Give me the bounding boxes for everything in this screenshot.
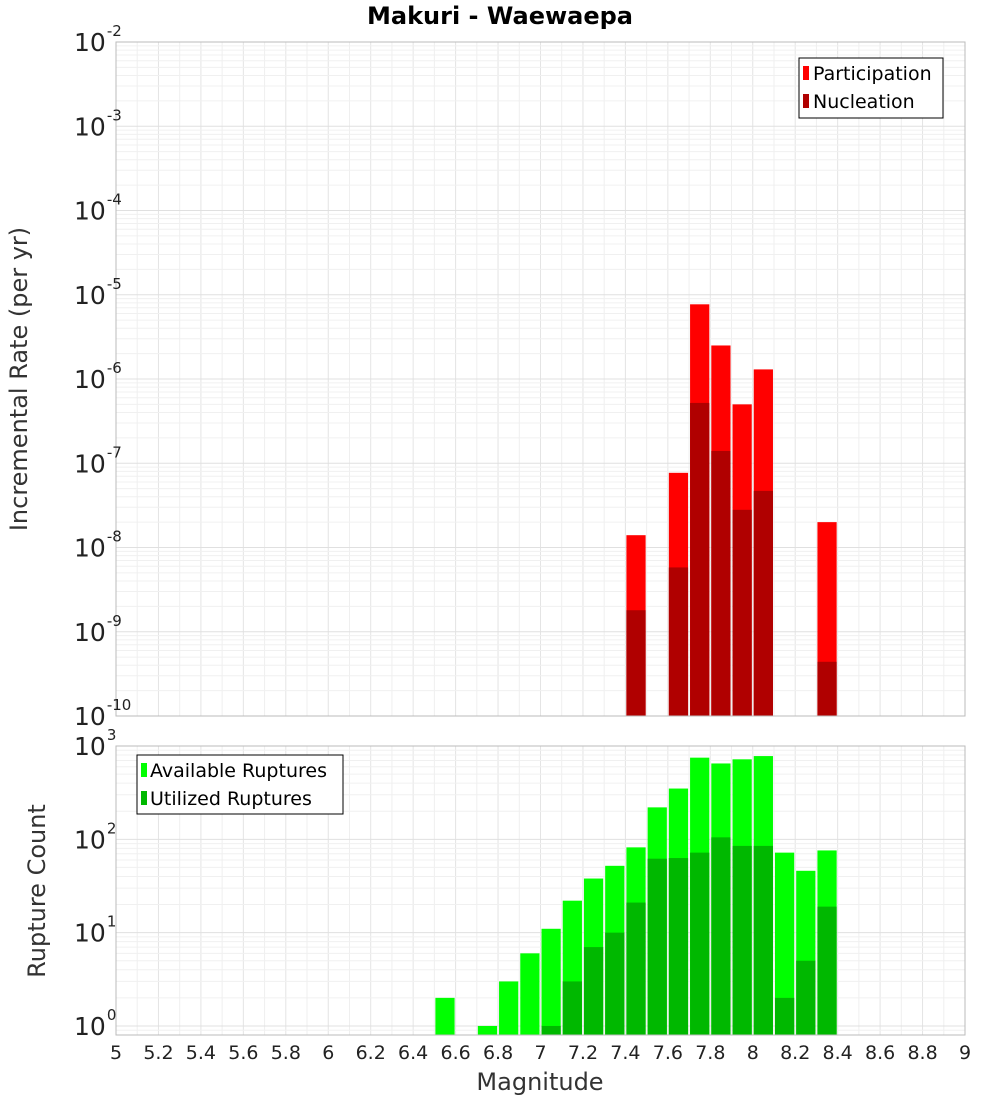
count-bar-utilized-ruptures-7.75: [690, 852, 710, 1035]
count-plot-border: [115, 745, 966, 1036]
rate-bar-nucleation-7.45: [626, 610, 646, 716]
count-bar-utilized-ruptures-7.25: [583, 947, 604, 1035]
rate-bar-nucleation-8.35: [817, 661, 837, 716]
rate-y-tick--2: 10-2: [74, 22, 122, 57]
count-legend-box: [136, 754, 344, 815]
count-bar-available-ruptures-6.85: [499, 981, 519, 1035]
count-y-tick-1: 101: [74, 913, 116, 948]
x-tick-label-8.6: 8.6: [865, 1042, 895, 1064]
count-bar-utilized-ruptures-7.65: [668, 858, 689, 1035]
x-tick-label-7: 7: [534, 1042, 546, 1064]
rate-panel: 10-2 10-3 10-4 10-5 10-6 10-7 10-8 10-9 10-10 In…: [5, 22, 966, 731]
x-tick-label-8.8: 8.8: [907, 1042, 937, 1064]
count-y-tick-0: 100: [74, 1006, 116, 1041]
rate-y-tick--3: 10-3: [74, 106, 122, 141]
x-tick-label-5.8: 5.8: [271, 1042, 301, 1064]
x-tick-label-5.4: 5.4: [186, 1042, 216, 1064]
rate-y-tick--8: 10-8: [74, 528, 122, 563]
count-bar-utilized-ruptures-8.25: [796, 960, 816, 1035]
legend-swatch-utilized: [141, 791, 147, 805]
chart-title: Makuri - Waewaepa: [367, 2, 633, 30]
count-bar-utilized-ruptures-7.35: [605, 932, 625, 1035]
count-bar-utilized-ruptures-8.05: [753, 845, 773, 1035]
legend-label-nucleation: Nucleation: [813, 91, 915, 113]
count-bar-available-ruptures-6.75: [477, 1025, 498, 1035]
count-bar-available-ruptures-6.55: [435, 997, 455, 1035]
count-bar-utilized-ruptures-7.95: [732, 845, 752, 1035]
rate-y-tick--7: 10-7: [74, 443, 122, 478]
rate-bar-nucleation-7.85: [711, 450, 731, 716]
count-bar-utilized-ruptures-7.55: [647, 858, 667, 1035]
x-tick-label-7.6: 7.6: [653, 1042, 683, 1064]
rate-plot-border: [115, 41, 966, 717]
rate-legend: Participation Nucleation: [798, 57, 944, 119]
count-bar-available-ruptures-8.15: [774, 852, 795, 1035]
count-bar-utilized-ruptures-8.35: [817, 906, 837, 1035]
count-bar-utilized-ruptures-7.05: [541, 1025, 561, 1035]
count-bar-utilized-ruptures-7.15: [562, 981, 582, 1035]
x-tick-label-6.8: 6.8: [483, 1042, 513, 1064]
legend-swatch-participation: [803, 66, 809, 80]
count-bar-utilized-ruptures-8.15: [774, 997, 795, 1035]
x-tick-label-5: 5: [110, 1042, 122, 1064]
x-tick-label-6: 6: [322, 1042, 334, 1064]
count-bars: [435, 756, 837, 1035]
x-tick-label-8.2: 8.2: [780, 1042, 810, 1064]
x-tick-label-7.8: 7.8: [695, 1042, 725, 1064]
legend-label-available: Available Ruptures: [150, 760, 327, 782]
legend-swatch-available: [141, 763, 147, 777]
x-tick-label-5.2: 5.2: [143, 1042, 173, 1064]
rate-grid: [115, 42, 966, 717]
legend-swatch-nucleation: [803, 94, 809, 108]
count-bar-utilized-ruptures-7.85: [711, 837, 731, 1035]
count-y-tick-2: 102: [74, 819, 116, 854]
rate-y-tick--6: 10-6: [74, 359, 122, 394]
x-tick-label-9: 9: [959, 1042, 971, 1064]
rate-legend-box: [798, 57, 944, 119]
rate-bar-nucleation-7.65: [668, 567, 689, 716]
legend-label-utilized: Utilized Ruptures: [150, 788, 312, 810]
x-tick-label-6.4: 6.4: [398, 1042, 428, 1064]
count-bar-available-ruptures-7.05: [541, 928, 561, 1035]
x-tick-label-8.4: 8.4: [823, 1042, 853, 1064]
count-bar-available-ruptures-6.95: [520, 953, 540, 1035]
rate-bar-nucleation-8.05: [753, 490, 773, 716]
x-tick-label-8: 8: [747, 1042, 759, 1064]
count-legend: Available Ruptures Utilized Ruptures: [136, 754, 344, 815]
x-tick-label-6.2: 6.2: [356, 1042, 386, 1064]
x-tick-label-7.4: 7.4: [610, 1042, 640, 1064]
x-tick-label-6.6: 6.6: [440, 1042, 470, 1064]
rate-y-tick--10: 10-10: [74, 696, 131, 731]
count-y-axis-label: Rupture Count: [23, 804, 51, 978]
x-tick-label-7.2: 7.2: [568, 1042, 598, 1064]
rate-y-tick--5: 10-5: [74, 275, 122, 310]
x-tick-label-5.6: 5.6: [228, 1042, 258, 1064]
rate-bar-nucleation-7.75: [690, 402, 710, 716]
legend-label-participation: Participation: [813, 63, 932, 85]
rate-y-tick--9: 10-9: [74, 612, 122, 647]
count-y-tick-3: 103: [74, 726, 116, 761]
rate-y-axis-label: Incremental Rate (per yr): [5, 227, 33, 531]
x-axis-label: Magnitude: [476, 1068, 603, 1096]
x-tick-labels: 5 5.2 5.4 5.6 5.8 6 6.2 6.4 6.6 6.8 7 7.2 7.4 7.6 7.8 8…: [110, 1042, 971, 1064]
rate-y-tick--4: 10-4: [74, 191, 122, 226]
rate-bar-nucleation-7.95: [732, 509, 752, 716]
count-panel: 103 102 101 100 5 5.2 5.4 5.6 5.8 6 6.2 6.4 6.6 6.8 7…: [23, 726, 971, 1096]
count-bar-utilized-ruptures-7.45: [626, 902, 646, 1035]
rate-bars: [626, 304, 837, 716]
count-y-tick-labels: 103 102 101 100: [74, 726, 116, 1041]
